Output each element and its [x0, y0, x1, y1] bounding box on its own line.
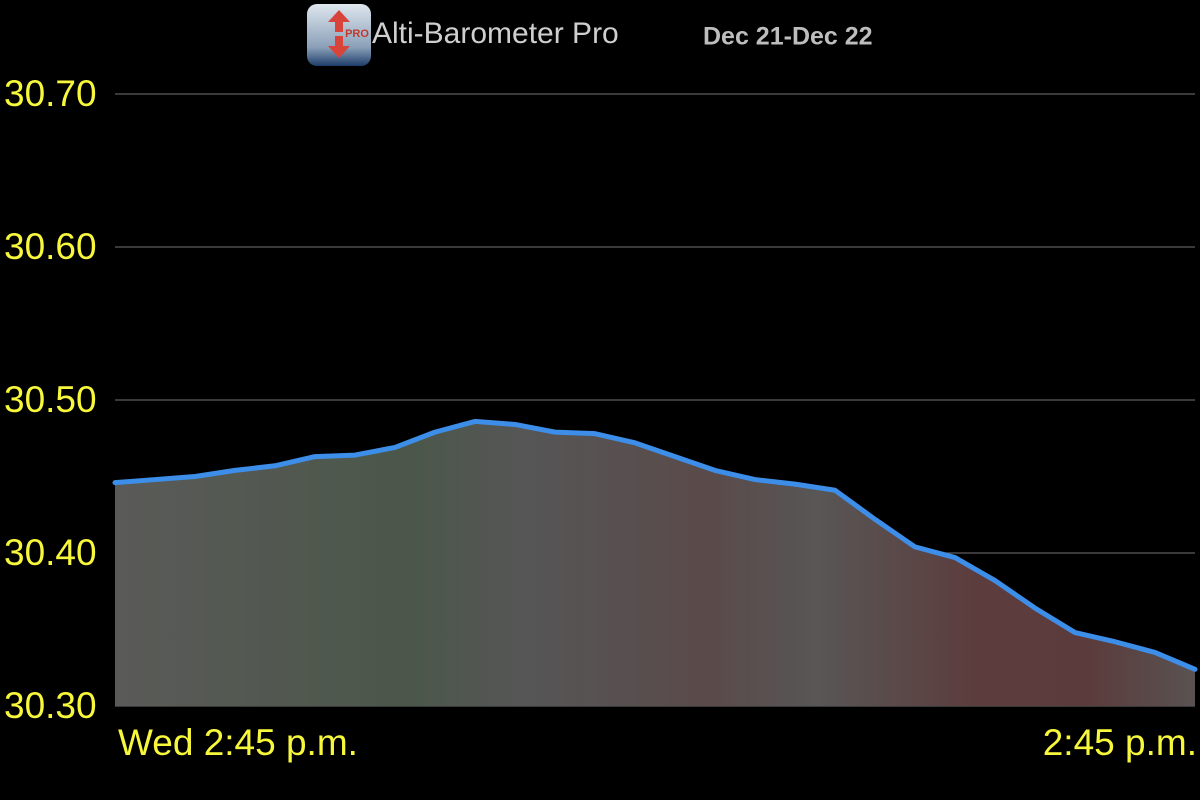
chart-title: Alti-Barometer Pro — [372, 17, 619, 50]
area-fill — [115, 421, 1195, 706]
y-tick-label: 30.50 — [4, 379, 97, 420]
chart-subtitle: Dec 21-Dec 22 — [703, 23, 873, 51]
y-tick-label: 30.30 — [4, 685, 97, 726]
y-tick-label: 30.40 — [4, 532, 97, 573]
y-tick-label: 30.70 — [4, 73, 97, 114]
app-icon: PRO — [307, 4, 371, 66]
svg-text:PRO: PRO — [345, 28, 369, 40]
line — [112, 418, 1198, 672]
y-tick-label: 30.60 — [4, 226, 97, 267]
x-tick-label: Wed 2:45 p.m. — [118, 722, 358, 763]
x-tick-label: 2:45 p.m. — [1043, 722, 1197, 763]
